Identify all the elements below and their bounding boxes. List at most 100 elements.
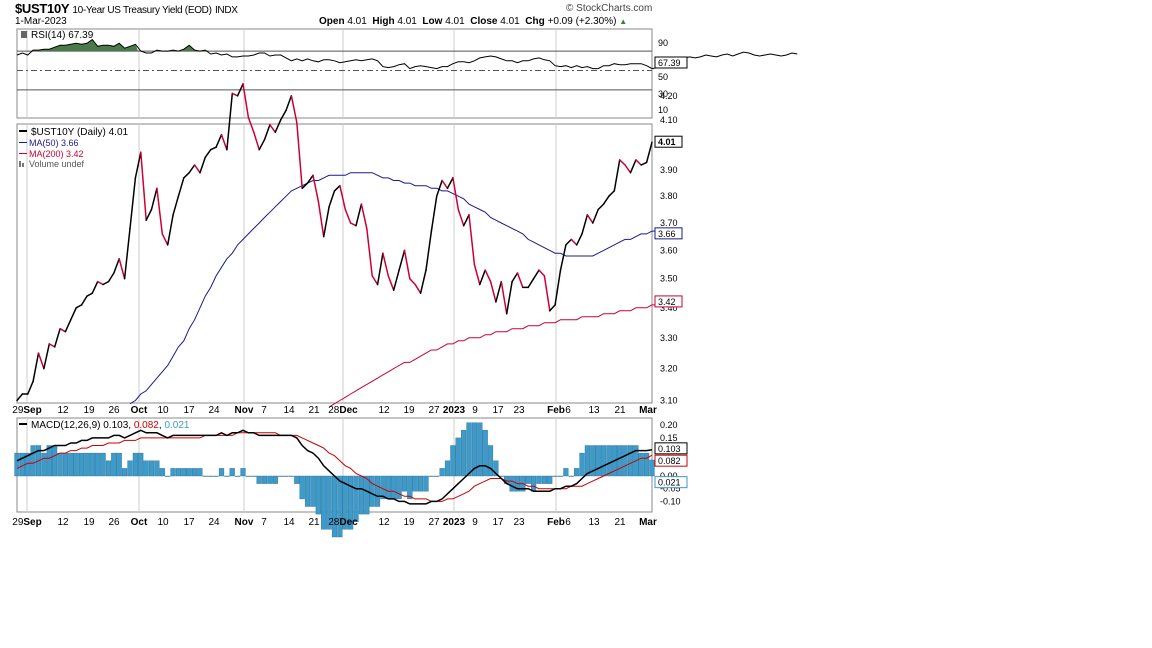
price-segment [32,352,40,383]
price-x-tick-1: 12 [57,405,69,416]
price-segment [538,269,546,277]
macd-histogram-bar [434,475,440,477]
symbol: $UST10Y [15,1,70,16]
macd-histogram-bar [73,452,79,477]
macd-histogram-bar [154,460,160,477]
rsi-legend: RSI(14) 67.39 [31,30,94,41]
macd-histogram-bar [234,475,241,477]
chg-label: Chg [525,16,545,27]
macd-histogram-bar [644,452,650,477]
macd-signal-line [16,432,653,502]
price-legend-swatch [19,130,27,132]
price-y-tick-3.80: 3.80 [660,191,678,201]
macd-histogram-bar [321,475,327,530]
macd-x-tick-14: 19 [403,517,415,528]
price-segment [527,277,535,289]
price-segment [86,292,94,297]
macd-x-tick-22: 13 [588,517,600,528]
price-segment [419,269,427,294]
price-segment [145,208,153,221]
macd-histogram-bar [143,460,149,477]
macd-histogram-bar [159,468,165,477]
price-segment [209,146,217,151]
macd-x-tick-13: 12 [378,517,390,528]
price-segment [629,159,637,174]
macd-histogram-bar [41,452,47,477]
rsi-y-tick-90: 90 [658,38,668,48]
macd-histogram-bar [68,452,74,477]
macd-histogram-bar [418,475,424,492]
ma200-current-value-box [654,295,683,308]
price-segment [333,184,341,192]
high-label: High [372,16,395,27]
macd-histogram-bar [525,475,531,484]
macd-histogram-bar [261,475,268,484]
rsi-value-box [654,56,688,69]
macd-histogram-bar [450,445,456,477]
price-segment [387,275,395,291]
price-segment [430,195,438,232]
rsi-y-tick-30: 30 [658,89,668,99]
rsi-current-value: 67.39 [658,58,681,68]
price-segment [220,133,228,151]
macd-histogram-bar [181,468,187,477]
price-segment [80,295,88,306]
price-segment [183,171,190,179]
price-segment [505,280,513,315]
macd-histogram-bar [385,475,391,500]
macd-histogram-bar [294,475,300,484]
price-segment [172,195,180,216]
price-x-tick-21: 6 [565,405,571,416]
macd-histogram-bar [78,452,85,477]
macd-histogram-bar [14,452,20,477]
macd-x-tick-19: 23 [513,517,525,528]
macd-x-tick-9: 7 [261,517,267,528]
macd-histogram-bar [364,475,370,515]
macd-histogram-bar [240,468,246,477]
macd-histogram-bar [477,422,483,477]
price-x-tick-20: Feb [547,405,565,416]
price-segment [269,124,277,133]
price-x-tick-13: 12 [378,405,390,416]
price-segment [376,252,384,286]
macd-histogram-bar [461,430,467,477]
macd-x-tick-10: 14 [283,517,295,528]
price-segment [43,343,51,370]
price-current-value: 4.01 [658,137,676,147]
rsi-y-tick-50: 50 [658,72,668,82]
price-segment [645,141,653,164]
macd-x-tick-16: 2023 [443,517,466,528]
price-segment [446,177,454,190]
macd-histogram-bar [568,475,574,477]
price-segment [360,203,368,230]
exchange: INDX [214,5,238,16]
up-arrow-icon: ▲ [619,17,628,26]
macd-histogram-bar [175,468,182,477]
price-segment [559,244,567,271]
price-segment [468,214,476,266]
price-segment [247,116,255,133]
price-segment [91,280,99,294]
macd-legend-swatch [19,423,27,425]
price-segment [570,238,578,246]
macd-histogram-bar [121,468,128,477]
price-segment [473,263,481,286]
price-segment [59,327,67,333]
macd-histogram-bar [170,468,176,477]
macd-histogram-bar [579,452,585,477]
price-segment [306,174,314,184]
open-label: Open [319,16,345,27]
price-segment [53,327,61,348]
macd-histogram-bar [407,475,413,500]
price-segment [608,190,616,197]
macd-x-tick-20: Feb [547,517,565,528]
macd-histogram-bar [590,445,596,477]
macd-histogram-bar [89,452,95,477]
price-segment [532,269,540,280]
price-segment [48,343,56,348]
macd-histogram-bar [288,475,295,477]
price-segment [322,206,330,238]
macd-histogram-bar [208,475,214,477]
macd-histogram-bar [471,422,478,477]
